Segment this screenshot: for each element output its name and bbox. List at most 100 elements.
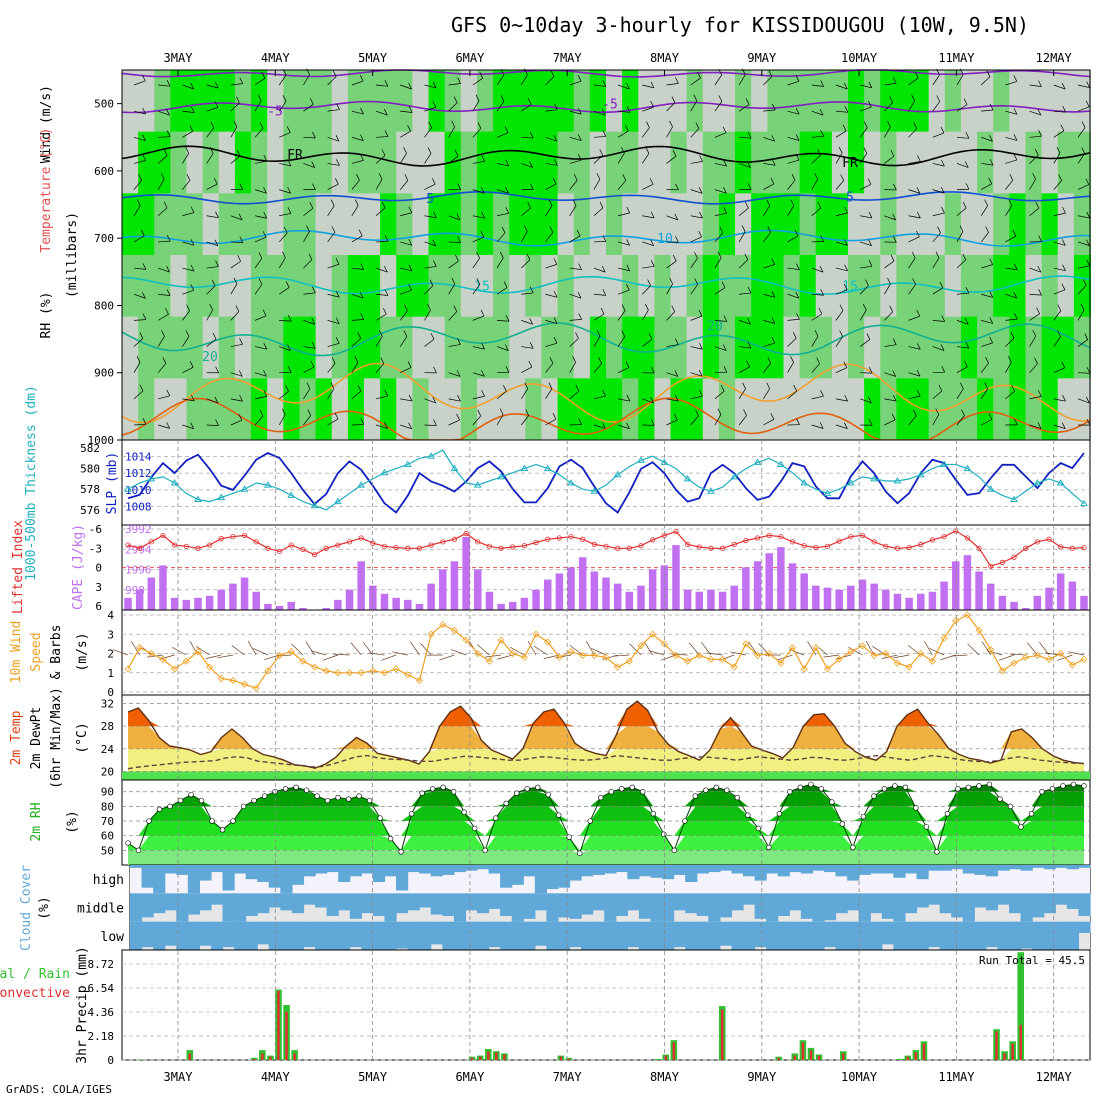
ylabel-precip-conv: Convective bbox=[0, 986, 70, 1001]
precip-conv-bar bbox=[1003, 1053, 1006, 1060]
cape-bar bbox=[940, 581, 948, 610]
barb-flag bbox=[233, 277, 238, 285]
barb-shaft bbox=[400, 84, 412, 90]
barb-flag bbox=[1085, 100, 1090, 108]
rh-cell bbox=[1009, 255, 1027, 318]
rh-cell bbox=[1073, 255, 1091, 318]
barb-flag bbox=[456, 413, 460, 421]
barb-flag bbox=[649, 178, 654, 185]
cloud-low-bar bbox=[130, 921, 143, 950]
cape-bar bbox=[264, 603, 272, 610]
barb-flag bbox=[429, 279, 434, 286]
cape-bar bbox=[439, 569, 447, 610]
barb-flag bbox=[457, 77, 461, 84]
li-point bbox=[778, 534, 784, 540]
rh-cell bbox=[686, 378, 704, 441]
barb-flag bbox=[1086, 418, 1091, 426]
barb-shaft bbox=[279, 346, 291, 351]
barb-shaft bbox=[738, 415, 747, 426]
barb-shaft bbox=[956, 163, 969, 168]
barb-flag bbox=[1014, 418, 1018, 425]
rh-cell bbox=[735, 70, 753, 133]
barb-shaft bbox=[1029, 135, 1042, 138]
barb-shaft bbox=[521, 163, 533, 168]
barb-shaft bbox=[133, 136, 146, 142]
barb-flag bbox=[1012, 230, 1017, 237]
cape-bar bbox=[777, 547, 785, 610]
barb-flag bbox=[650, 396, 654, 404]
precip-conv-bar bbox=[721, 1009, 724, 1060]
cape-bar bbox=[229, 583, 237, 610]
cloud-low-bar bbox=[997, 921, 1010, 950]
rh-cell bbox=[347, 255, 365, 318]
thickness-point bbox=[403, 460, 412, 467]
barb-shaft bbox=[351, 205, 359, 216]
barb-shaft bbox=[617, 367, 630, 374]
barb-shaft bbox=[448, 241, 461, 243]
barb-shaft bbox=[932, 414, 940, 426]
rh-cell bbox=[654, 70, 672, 133]
li-point bbox=[475, 539, 481, 545]
barb-shaft bbox=[278, 74, 287, 86]
barb-flag bbox=[935, 251, 940, 258]
cloud-low-bar bbox=[396, 921, 409, 949]
barb-flag bbox=[549, 357, 554, 364]
wind10m-point bbox=[206, 663, 214, 671]
barb-shaft bbox=[182, 110, 195, 113]
cloud-low-bar bbox=[685, 921, 698, 950]
barb-shaft bbox=[980, 76, 991, 86]
rh-cell bbox=[218, 193, 236, 256]
barb-flag bbox=[916, 230, 920, 238]
barb-shaft bbox=[593, 395, 606, 400]
thickness-tick-label: 576 bbox=[80, 504, 100, 517]
barb-shaft bbox=[545, 183, 557, 190]
cloud-middle-bar bbox=[962, 893, 975, 922]
barb-shaft bbox=[230, 155, 241, 164]
barb-flag bbox=[1062, 395, 1066, 402]
li-point bbox=[626, 545, 632, 551]
cloud-middle-bar bbox=[789, 893, 802, 911]
wind10m-barb bbox=[543, 654, 560, 659]
barb-shaft bbox=[932, 189, 945, 194]
rh-cell bbox=[186, 70, 204, 133]
barb-flag bbox=[259, 122, 264, 129]
barb-shaft bbox=[182, 130, 193, 138]
rh-cell bbox=[993, 255, 1011, 318]
cape-bar bbox=[205, 595, 214, 610]
barb-flag bbox=[476, 252, 480, 259]
li-tick-label: -3 bbox=[89, 542, 102, 555]
cloud-low-bar bbox=[789, 921, 802, 950]
rh-cell bbox=[767, 378, 785, 441]
rh-cell bbox=[476, 70, 495, 133]
barb-flag bbox=[211, 279, 216, 286]
rh2m-point bbox=[850, 844, 856, 851]
rh2m-point bbox=[167, 803, 173, 810]
cloud-high-bar bbox=[581, 865, 594, 877]
cloud-middle-bar bbox=[361, 893, 374, 914]
barb-shaft bbox=[1077, 153, 1086, 164]
rh-cell bbox=[1041, 255, 1059, 318]
barb-shaft bbox=[811, 336, 819, 347]
barb-flag bbox=[819, 422, 824, 429]
cloud-low-bar bbox=[488, 921, 501, 948]
cloud-low-bar bbox=[476, 921, 490, 950]
barb-shaft bbox=[375, 267, 388, 273]
cape-bar bbox=[357, 561, 365, 610]
cloud-low-bar bbox=[708, 921, 721, 950]
barb-shaft bbox=[593, 155, 604, 164]
barb-flag bbox=[214, 396, 219, 404]
barb-shaft bbox=[351, 293, 364, 299]
barb-flag bbox=[965, 341, 970, 349]
date-label-bottom: 6MAY bbox=[455, 1070, 485, 1084]
cape-bar bbox=[590, 571, 599, 610]
precip-conv-bar bbox=[478, 1056, 482, 1060]
wind10m-barb bbox=[291, 643, 304, 656]
rh2m-point bbox=[450, 789, 457, 795]
barb-shaft bbox=[835, 180, 844, 190]
rh-cell bbox=[347, 316, 365, 380]
barb-flag bbox=[1038, 390, 1042, 397]
cloud-middle-bar bbox=[569, 893, 582, 919]
cloud-high-bar bbox=[280, 865, 293, 894]
cape-bar bbox=[718, 591, 727, 610]
